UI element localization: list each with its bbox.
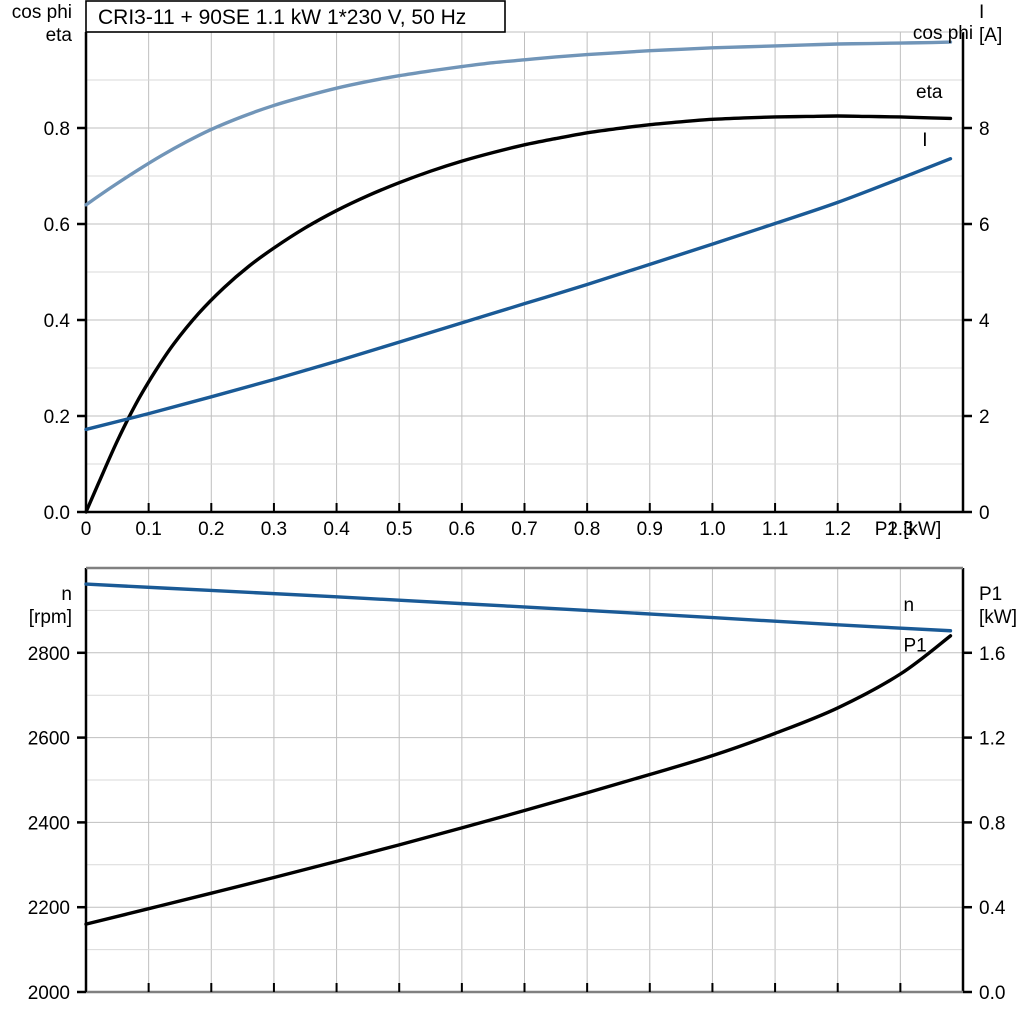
y-tick-label-right: 4 <box>979 311 990 332</box>
y-axis-title-right-line1: I <box>979 2 984 23</box>
y-tick-label-right: 0.4 <box>979 898 1006 919</box>
y-tick-label-right: 0.8 <box>979 813 1005 834</box>
bottom-chart-gridlines <box>86 568 963 992</box>
y-tick-label-left: 2600 <box>28 729 70 750</box>
y-tick-label-left: 0.8 <box>44 119 70 140</box>
y-tick-label-left: 0.4 <box>44 311 71 332</box>
y-tick-label-left: 0.6 <box>44 215 70 236</box>
x-tick-label: 0.9 <box>637 519 663 540</box>
y-axis-title-left-line2: [rpm] <box>29 607 72 628</box>
curve-eta <box>84 114 953 514</box>
y-axis-title-left-line1: cos phi <box>12 2 72 23</box>
curve-label-i: I <box>922 130 927 151</box>
curve-i <box>84 157 953 432</box>
y-tick-label-right: 1.6 <box>979 644 1005 665</box>
title-box <box>85 0 506 33</box>
x-axis-title: P2 [kW] <box>875 519 942 540</box>
y-axis-title-right-line2: [kW] <box>979 607 1017 628</box>
y-tick-label-right: 8 <box>979 119 990 140</box>
curve-label-p1: P1 <box>903 636 926 657</box>
x-tick-label: 0 <box>81 519 92 540</box>
curve-cos-phi <box>84 40 953 207</box>
top-chart-group: 0 0.1 0.2 0.3 0.4 0.5 0.6 0.7 0.8 0.9 1.0 1.1 1.2 1.3… <box>12 2 1002 540</box>
y-tick-label-left: 0.2 <box>44 407 70 428</box>
y-tick-label-left: 0.0 <box>44 503 70 524</box>
y-tick-label-right: 1.2 <box>979 729 1005 750</box>
y-tick-label-right: 0.0 <box>979 983 1005 1004</box>
y-tick-label-right: 0 <box>979 503 990 524</box>
x-tick-label: 1.1 <box>762 519 788 540</box>
chart-title: CRI3-11 + 90SE 1.1 kW 1*230 V, 50 Hz <box>98 6 466 29</box>
curve-n <box>84 582 953 633</box>
curve-label-n: n <box>903 595 914 616</box>
x-tick-label: 0.1 <box>135 519 161 540</box>
chart-title-block: CRI3-11 + 90SE 1.1 kW 1*230 V, 50 Hz <box>85 0 506 33</box>
y-tick-label-left: 2000 <box>28 983 70 1004</box>
x-tick-label: 1.2 <box>825 519 851 540</box>
y-tick-label-left: 2200 <box>28 898 70 919</box>
x-tick-label: 0.2 <box>198 519 224 540</box>
y-tick-label-left: 2400 <box>28 813 70 834</box>
curve-label-cos-phi: cos phi <box>913 23 973 44</box>
y-axis-title-left-line2: eta <box>46 25 73 46</box>
y-axis-title-right-line2: [A] <box>979 25 1002 46</box>
y-axis-title-right-line1: P1 <box>979 584 1002 605</box>
x-tick-label: 0.7 <box>511 519 537 540</box>
x-tick-label: 0.4 <box>323 519 350 540</box>
x-tick-label: 0.3 <box>261 519 287 540</box>
x-tick-label: 0.5 <box>386 519 412 540</box>
x-tick-label: 1.0 <box>699 519 725 540</box>
x-tick-label: 0.8 <box>574 519 600 540</box>
top-chart-gridlines <box>86 32 963 512</box>
bottom-chart-group: 200022002400260028000.00.40.81.21.6n[rpm… <box>28 566 1017 1004</box>
y-axis-title-left-line1: n <box>61 584 72 605</box>
x-tick-label: 1.3 <box>887 519 913 540</box>
y-tick-label-right: 6 <box>979 215 990 236</box>
curve-p1 <box>84 634 953 926</box>
y-tick-label-right: 2 <box>979 407 990 428</box>
curve-label-eta: eta <box>916 82 943 103</box>
y-tick-label-left: 2800 <box>28 644 70 665</box>
x-tick-label: 0.6 <box>449 519 475 540</box>
